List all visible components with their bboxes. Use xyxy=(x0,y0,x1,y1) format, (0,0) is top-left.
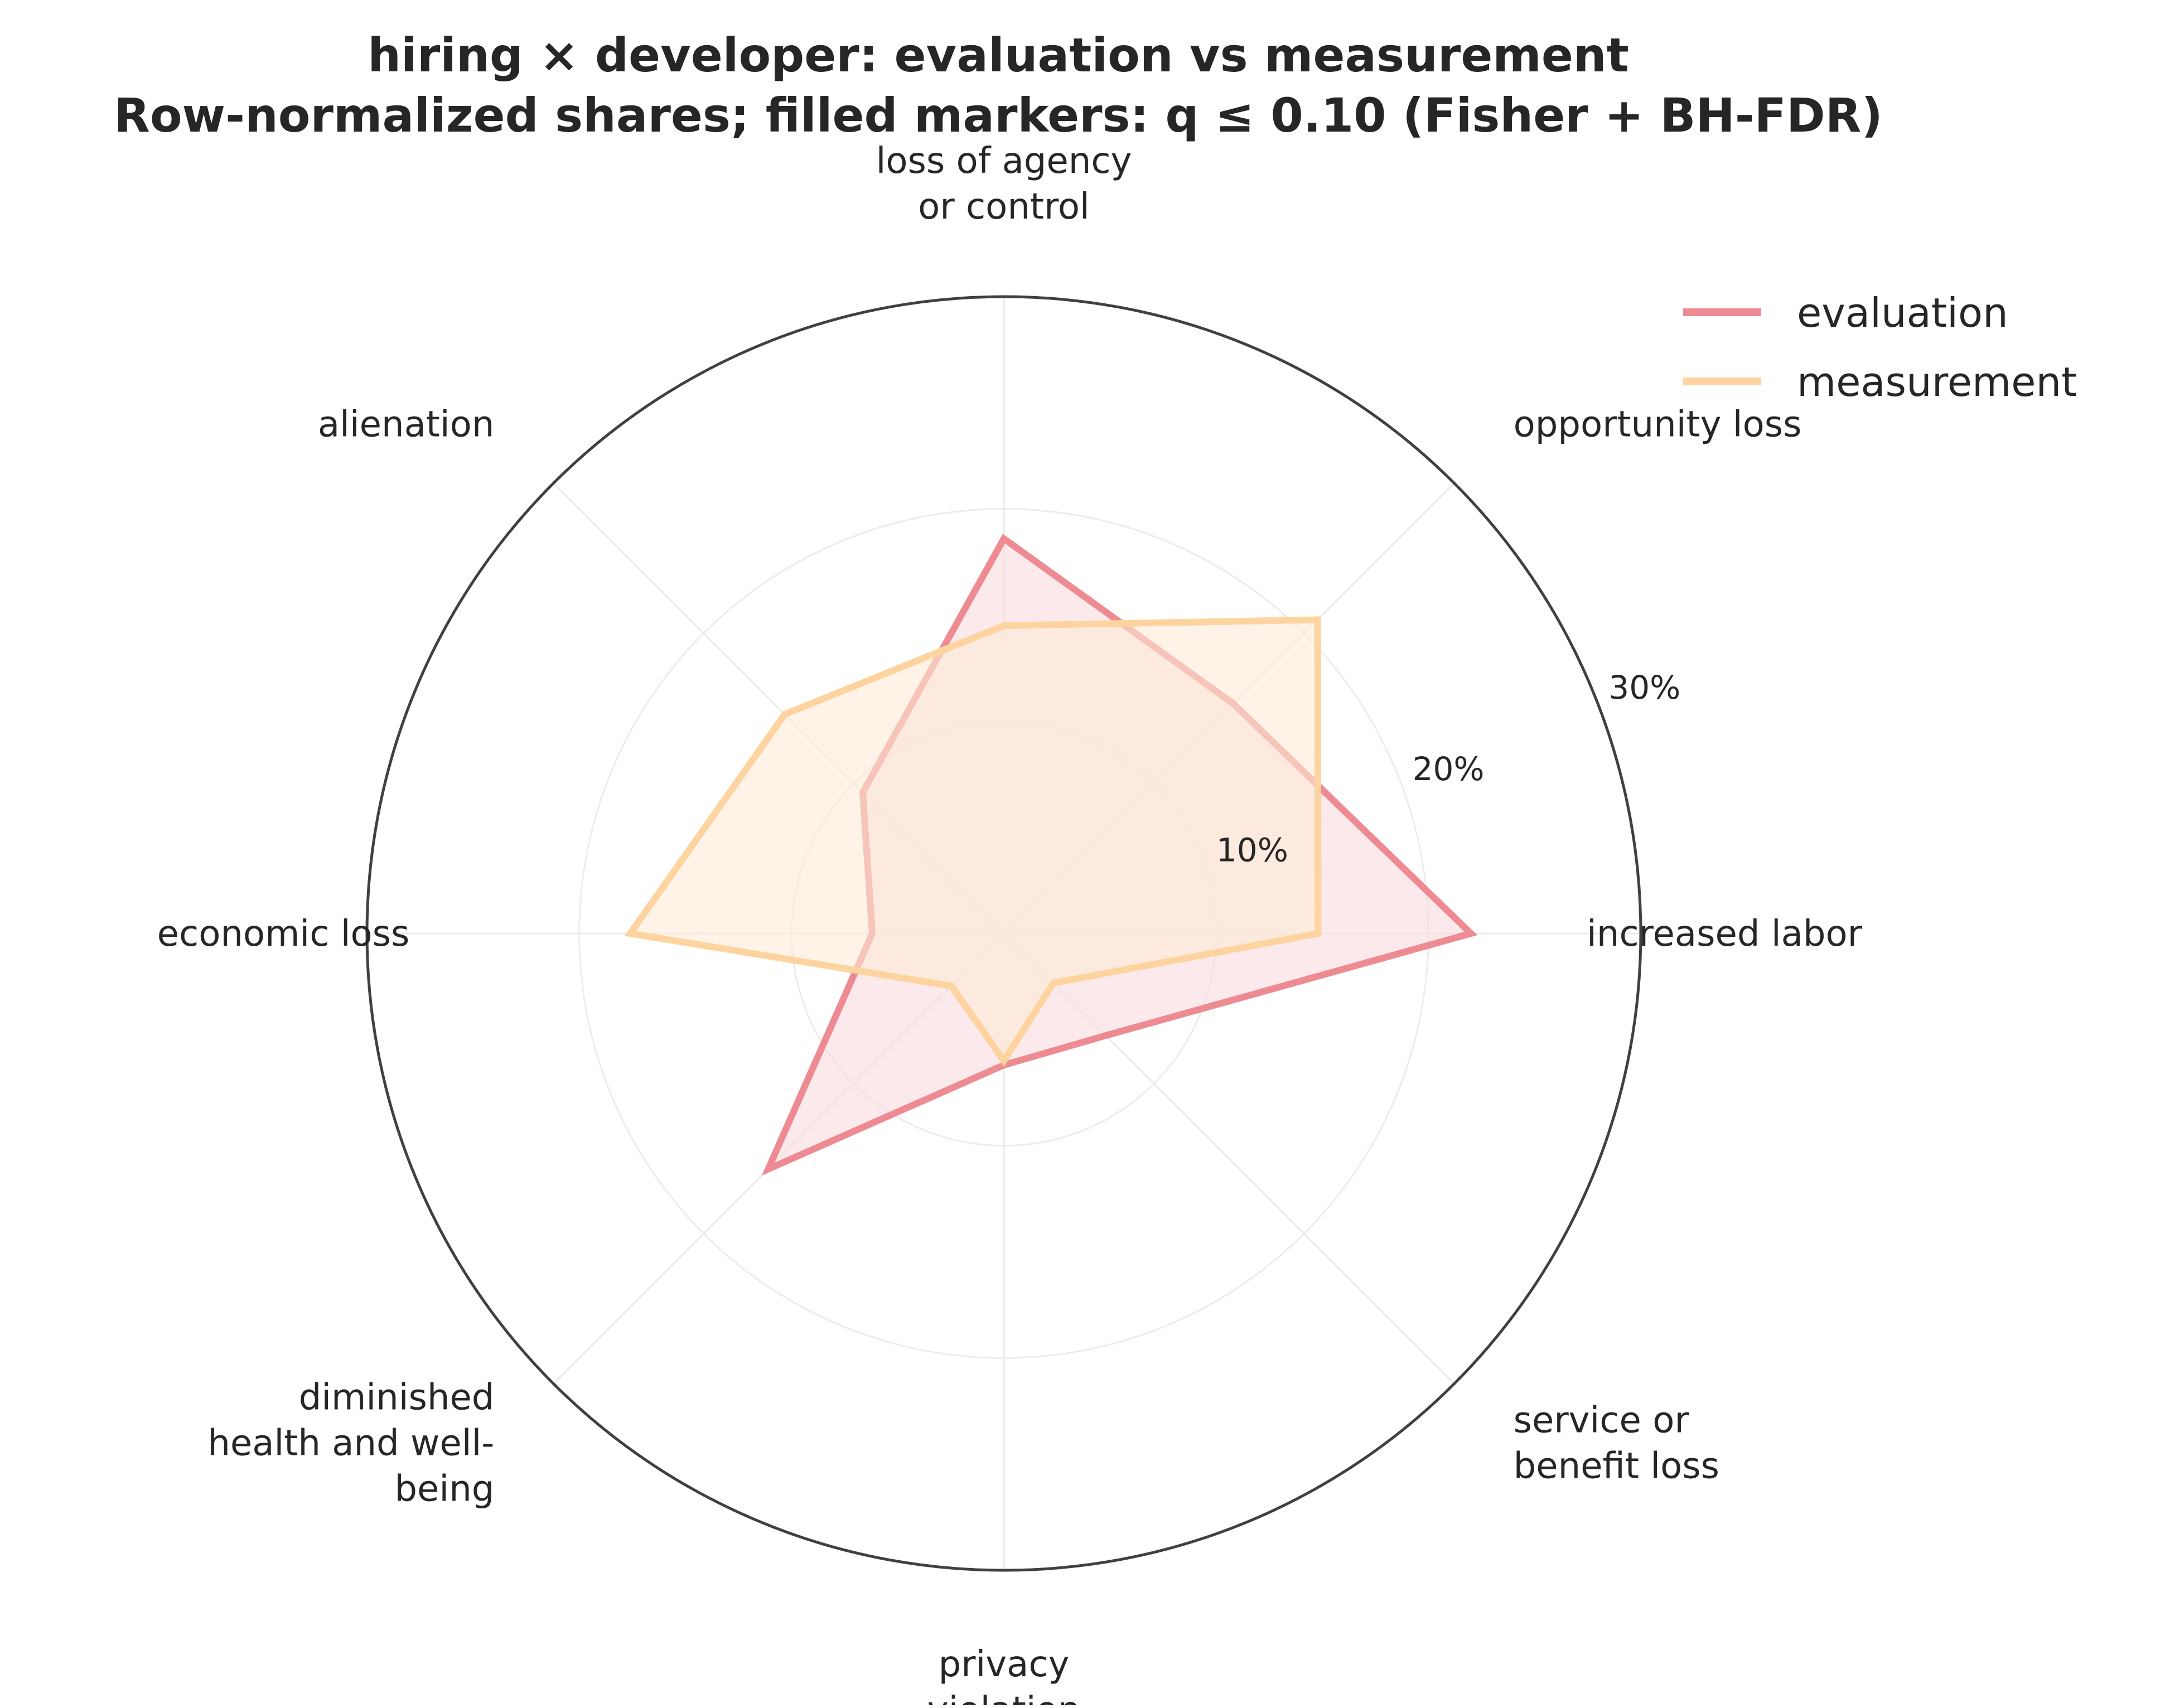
radial-tick-label: 10% xyxy=(1216,831,1288,869)
series-layer xyxy=(624,534,1478,1176)
series-line xyxy=(624,616,1322,1067)
category-label: privacyviolation xyxy=(927,1644,1080,1705)
legend-item-measurement: measurement xyxy=(1683,359,2077,405)
legend: evaluation measurement xyxy=(1683,289,2077,405)
category-label: increased labor xyxy=(1587,913,1863,955)
radial-tick-label: 20% xyxy=(1413,750,1485,788)
radial-tick-label: 30% xyxy=(1608,669,1680,707)
outer-ring xyxy=(365,295,1642,1572)
legend-item-evaluation: evaluation xyxy=(1683,289,2008,336)
chart-subtitle: Row-normalized shares; filled markers: q… xyxy=(114,88,1883,143)
series-measurement xyxy=(624,616,1322,1067)
category-label: diminished health and well-being xyxy=(207,1377,494,1510)
category-label: economic loss xyxy=(157,913,410,955)
category-label: service or benefit loss xyxy=(1514,1400,1719,1487)
legend-label: evaluation xyxy=(1797,289,2008,336)
category-labels: increased labor opportunity loss loss of a… xyxy=(157,141,1863,1708)
chart-title: hiring × developer: evaluation vs measur… xyxy=(368,28,1629,83)
category-label: opportunity loss xyxy=(1514,404,1802,445)
series-area xyxy=(630,620,1318,1061)
category-label: loss of agency or control xyxy=(876,141,1132,228)
legend-label: measurement xyxy=(1797,359,2077,405)
radial-tick-labels: 10% 20% 30% xyxy=(1216,669,1680,869)
category-label: alienation xyxy=(318,404,495,445)
